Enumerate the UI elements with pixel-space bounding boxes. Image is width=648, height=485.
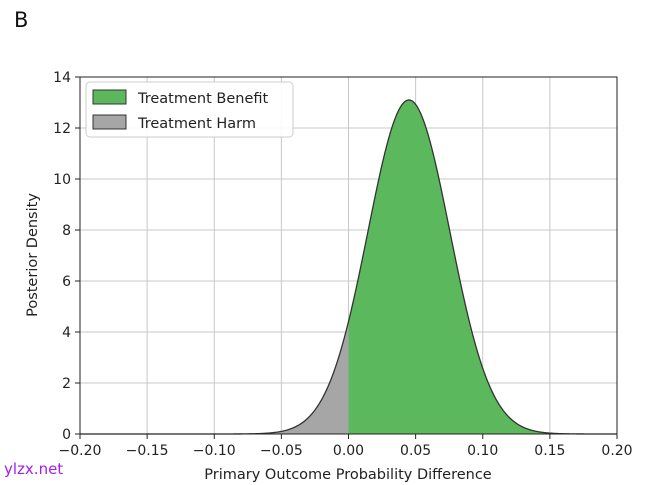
legend-label-benefit: Treatment Benefit: [137, 91, 269, 107]
x-tick-label-0: −0.20: [59, 443, 102, 459]
x-axis-title: Primary Outcome Probability Difference: [204, 467, 492, 483]
x-tick-label-2: −0.10: [193, 443, 236, 459]
panel-label: B: [14, 8, 29, 32]
y-tick-label-6: 12: [53, 121, 71, 137]
legend: Treatment Benefit Treatment Harm: [85, 81, 294, 138]
x-tick-label-3: −0.05: [260, 443, 303, 459]
y-tick-label-4: 8: [62, 223, 71, 239]
x-tick-label-5: 0.05: [400, 443, 431, 459]
tick-labels: −0.20 −0.15 −0.10 −0.05 0.00 0.05 0.10 0.15 0.20…: [53, 70, 632, 459]
y-tick-label-2: 4: [62, 325, 71, 341]
legend-label-harm: Treatment Harm: [137, 116, 256, 132]
y-tick-label-1: 2: [62, 376, 71, 392]
y-tick-label-0: 0: [62, 427, 71, 443]
watermark: ylzx.net: [4, 460, 64, 478]
y-tick-label-5: 10: [53, 172, 71, 188]
y-axis-title: Posterior Density: [25, 193, 41, 317]
x-tick-label-1: −0.15: [126, 443, 169, 459]
benefit-area: [348, 99, 617, 434]
legend-swatch-benefit: [92, 89, 127, 105]
y-tick-label-3: 6: [62, 274, 71, 290]
legend-box: [85, 81, 294, 138]
x-tick-label-6: 0.10: [467, 443, 498, 459]
harm-area: [80, 321, 349, 434]
x-tick-label-4: 0.00: [333, 443, 364, 459]
y-tick-label-7: 14: [53, 70, 71, 86]
legend-swatch-harm: [92, 114, 127, 130]
x-tick-label-7: 0.15: [534, 443, 565, 459]
x-tick-label-8: 0.20: [601, 443, 632, 459]
